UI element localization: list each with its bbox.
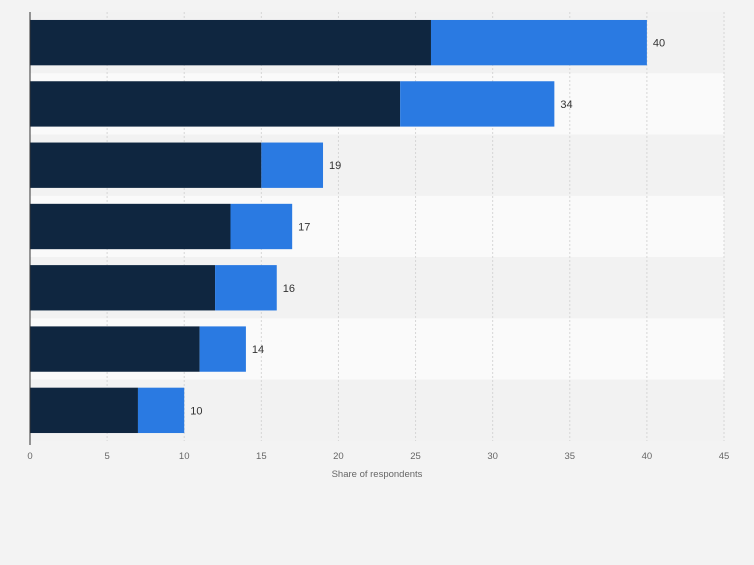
x-tick-label: 35 xyxy=(564,451,575,462)
bar-segment-series-1 xyxy=(30,326,200,372)
data-label: 14 xyxy=(252,344,264,356)
x-tick-label: 45 xyxy=(719,451,730,462)
data-labels: 40 34 19 17 16 14 10 xyxy=(190,38,665,418)
data-label: 10 xyxy=(190,405,202,417)
x-tick-label: 10 xyxy=(179,451,190,462)
data-label: 19 xyxy=(329,160,341,172)
bar-segment-series-2 xyxy=(261,142,324,188)
data-label: 16 xyxy=(283,283,295,295)
bar-segment-series-2 xyxy=(230,203,293,250)
x-tick-label: 40 xyxy=(642,451,653,462)
x-tick-label: 0 xyxy=(27,451,32,462)
x-tick-label: 25 xyxy=(410,451,421,462)
bar-segment-series-1 xyxy=(30,81,401,127)
x-tick-label: 5 xyxy=(104,451,109,462)
x-tick-label: 20 xyxy=(333,451,344,462)
bars xyxy=(30,19,647,434)
bar-segment-series-1 xyxy=(30,142,262,188)
data-label: 17 xyxy=(298,222,310,234)
bar-segment-series-2 xyxy=(199,326,246,372)
bar-segment-series-1 xyxy=(30,203,231,250)
bar-segment-series-1 xyxy=(30,265,216,311)
bar-segment-series-1 xyxy=(30,387,138,434)
bar-segment-series-2 xyxy=(430,19,647,66)
bar-segment-series-2 xyxy=(400,81,555,127)
x-axis-title: Share of respondents xyxy=(332,469,423,480)
x-axis: 0 5 10 15 20 25 30 35 40 45 xyxy=(27,12,729,462)
data-label: 34 xyxy=(560,99,572,111)
bar-segment-series-2 xyxy=(137,387,185,434)
x-tick-label: 15 xyxy=(256,451,267,462)
bar-segment-series-2 xyxy=(215,265,277,311)
bar-segment-series-1 xyxy=(30,19,431,66)
x-tick-label: 30 xyxy=(487,451,498,462)
data-label: 40 xyxy=(653,38,665,50)
